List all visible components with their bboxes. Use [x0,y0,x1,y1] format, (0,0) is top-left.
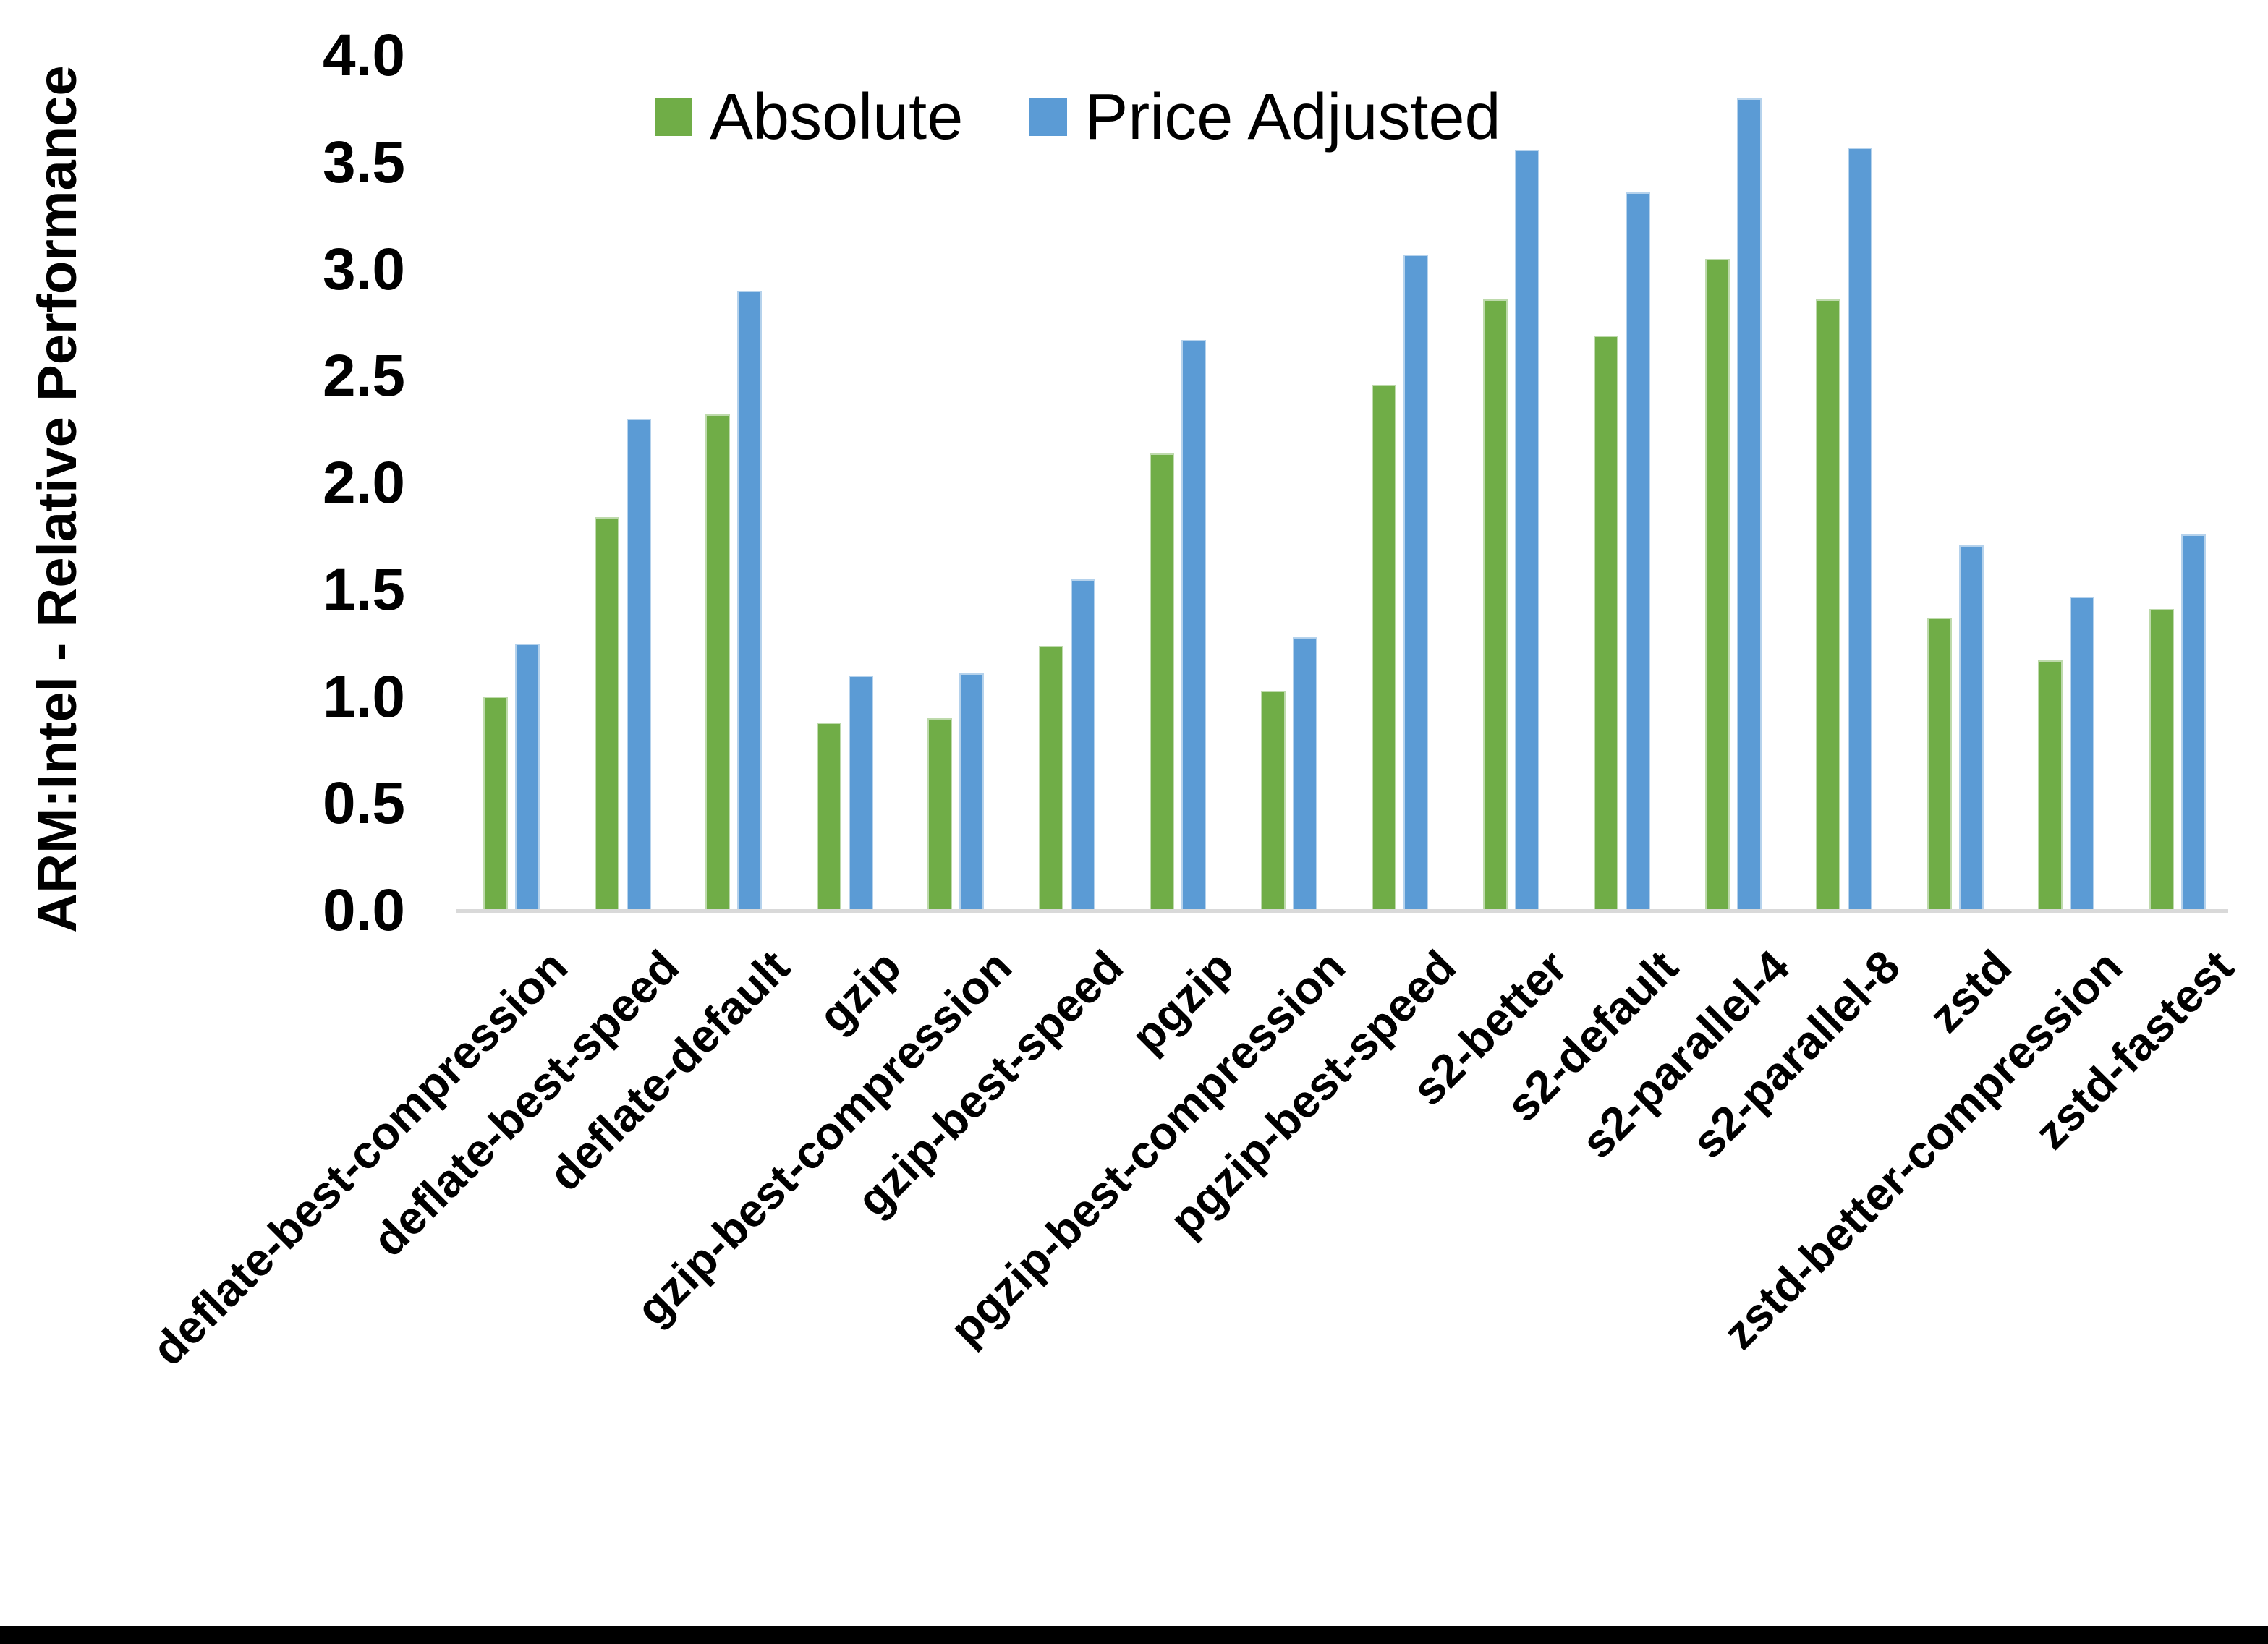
bar-price-adjusted-gzip [848,676,873,911]
bar-absolute-s2-default [1594,336,1618,911]
legend: Absolute Price Adjusted [655,80,1501,155]
y-tick-label: 4.0 [323,22,405,88]
bar-absolute-gzip-best-speed [1038,646,1063,911]
bar-absolute-deflate-default [705,414,730,911]
bar-absolute-pgzip [1150,453,1174,911]
bar-price-adjusted-s2-better [1514,150,1539,911]
y-tick-label: 2.5 [323,343,405,409]
y-tick-label: 1.5 [323,556,405,623]
bar-price-adjusted-zstd [1958,545,1984,911]
y-tick-label: 0.0 [323,877,405,943]
legend-swatch-absolute [655,98,692,136]
legend-label-price-adjusted: Price Adjusted [1084,81,1501,153]
legend-item-absolute: Absolute [655,80,963,155]
bar-absolute-deflate-best-speed [594,517,619,911]
bar-absolute-zstd [1927,618,1952,911]
bar-absolute-s2-parallel-4 [1704,259,1730,911]
bar-absolute-deflate-best-compression [483,697,508,911]
bar-price-adjusted-gzip-best-compression [959,673,984,911]
bar-price-adjusted-deflate-best-speed [626,419,651,911]
bar-absolute-pgzip-best-compression [1260,691,1286,911]
bar-absolute-s2-better [1482,299,1508,911]
y-tick-label: 3.5 [323,129,405,195]
bar-price-adjusted-s2-parallel-8 [1848,148,1872,911]
bar-price-adjusted-pgzip [1181,340,1206,911]
bar-price-adjusted-deflate-default [737,291,762,911]
legend-label-absolute: Absolute [710,81,964,153]
bar-price-adjusted-zstd-fastest [2180,534,2206,911]
bar-absolute-gzip-best-compression [927,718,952,911]
bottom-border [0,1626,2268,1644]
legend-swatch-price-adjusted [1029,98,1068,136]
bar-price-adjusted-s2-parallel-4 [1736,98,1762,911]
bar-absolute-zstd-better-compression [2038,660,2063,911]
bar-price-adjusted-gzip-best-speed [1070,579,1095,911]
y-axis-title: ARM:Intel - Relative Performance [27,65,88,933]
legend-item-price-adjusted: Price Adjusted [1029,80,1501,155]
bar-absolute-pgzip-best-speed [1372,385,1396,911]
bar-absolute-s2-parallel-8 [1816,299,1840,911]
bar-absolute-gzip [816,723,841,911]
bar-price-adjusted-zstd-better-compression [2070,597,2094,911]
bar-price-adjusted-s2-default [1626,192,1650,911]
y-tick-label: 1.0 [323,663,405,730]
bar-price-adjusted-deflate-best-compression [515,644,540,911]
y-tick-label: 0.5 [323,770,405,837]
bar-absolute-zstd-fastest [2149,609,2174,911]
y-tick-label: 2.0 [323,450,405,516]
bar-price-adjusted-pgzip-best-compression [1292,637,1317,911]
x-axis-line [456,909,2228,913]
y-tick-label: 3.0 [323,236,405,302]
bar-price-adjusted-pgzip-best-speed [1403,255,1428,911]
